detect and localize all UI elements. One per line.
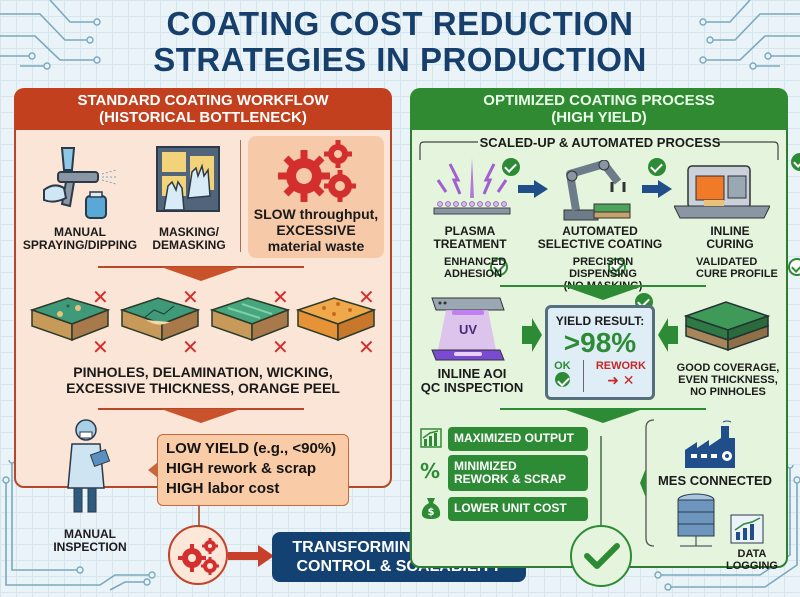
rework-arrow-x-icon: ➜ ✕ bbox=[607, 372, 635, 388]
masking-hands-icon bbox=[156, 146, 220, 212]
factory-icon bbox=[685, 420, 735, 468]
svg-text:✕: ✕ bbox=[358, 335, 375, 359]
database-icon bbox=[677, 493, 715, 547]
masking-label: MASKING/ DEMASKING bbox=[152, 225, 226, 252]
good-coverage-text: GOOD COVERAGE, EVEN THICKNESS, NO PINHOL… bbox=[676, 362, 780, 398]
manual-spraying-label: MANUAL SPRAYING/DIPPING bbox=[22, 225, 138, 252]
standard-header-line-1: STANDARD COATING WORKFLOW bbox=[77, 92, 329, 109]
svg-text:%: % bbox=[420, 459, 440, 483]
robot-arm-icon bbox=[563, 160, 631, 221]
optimized-header-line-2: (HIGH YIELD) bbox=[551, 109, 647, 126]
title-line-2: STRATEGIES IN PRODUCTION bbox=[153, 41, 647, 78]
vertical-divider bbox=[240, 140, 241, 252]
inline-aoi-label: INLINE AOI QC INSPECTION bbox=[420, 366, 524, 395]
outline-check-icon bbox=[788, 258, 800, 276]
aoi-scanner-icon: UV bbox=[431, 297, 505, 361]
yield-result-value: >98% bbox=[563, 327, 637, 358]
check-icon bbox=[502, 158, 520, 176]
mes-bracket bbox=[640, 419, 655, 547]
yield-result-screen: YIELD RESULT: >98% OK REWORK ➜ ✕ bbox=[545, 305, 655, 400]
svg-text:✕: ✕ bbox=[92, 335, 109, 359]
orange-peel-tile-icon bbox=[295, 297, 377, 342]
lower-unit-cost-badge: LOWER UNIT COST bbox=[448, 497, 588, 521]
inline-curing-label: INLINE CURING bbox=[706, 224, 754, 251]
down-arrow-icon bbox=[161, 267, 241, 281]
plasma-treatment-label: PLASMA TREATMENT bbox=[433, 224, 507, 251]
check-icon bbox=[790, 153, 800, 171]
circuit-decoration-bottom-left bbox=[2, 460, 156, 591]
svg-text:✕: ✕ bbox=[182, 288, 199, 309]
slow-throughput-text: SLOW throughput, EXCESSIVE material wast… bbox=[253, 206, 379, 254]
maximized-output-badge: MAXIMIZED OUTPUT bbox=[448, 427, 588, 451]
data-logging-label: DATA LOGGING bbox=[726, 548, 778, 572]
percent-scrap-icon: % bbox=[420, 459, 440, 483]
svg-text:✕: ✕ bbox=[272, 335, 289, 359]
rework-label: REWORK bbox=[595, 360, 646, 372]
standard-header-line-2: (HISTORICAL BOTTLENECK) bbox=[99, 109, 307, 126]
optimized-header-line-1: OPTIMIZED COATING PROCESS bbox=[483, 92, 715, 109]
slow-throughput-box bbox=[248, 136, 384, 258]
down-arrow-icon bbox=[563, 286, 643, 300]
scaled-up-subheader: SCALED-UP & AUTOMATED PROCESS bbox=[479, 135, 721, 150]
svg-text:$: $ bbox=[428, 507, 435, 518]
big-check-icon bbox=[584, 543, 620, 569]
low-yield-callout: LOW YIELD (e.g., <90%) HIGH rework & scr… bbox=[157, 434, 349, 506]
inspector-icon bbox=[67, 419, 111, 513]
arrow-right-green-icon bbox=[522, 318, 542, 352]
outline-check-icon bbox=[607, 258, 626, 276]
svg-text:✕: ✕ bbox=[182, 335, 199, 359]
outline-check-icon bbox=[490, 258, 509, 276]
spray-gun-icon bbox=[43, 147, 118, 219]
validated-cure-benefit: VALIDATED CURE PROFILE bbox=[696, 256, 778, 280]
red-gears-icon bbox=[278, 140, 356, 202]
minimized-rework-badge: MINIMIZED REWORK & SCRAP bbox=[448, 455, 588, 491]
curing-oven-icon bbox=[674, 165, 770, 219]
connector-line bbox=[198, 506, 200, 526]
delamination-tile-icon bbox=[119, 297, 201, 342]
success-check-node bbox=[570, 525, 632, 587]
manual-inspection-label: MANUAL INSPECTION bbox=[53, 527, 127, 554]
pinholes-tile-icon bbox=[29, 297, 111, 342]
data-logging-chart-icon bbox=[730, 514, 764, 544]
plasma-icon bbox=[433, 158, 511, 215]
mes-connected-label: MES CONNECTED bbox=[657, 473, 773, 488]
svg-text:UV: UV bbox=[459, 322, 477, 337]
arrow-left-green-icon bbox=[658, 318, 678, 352]
subheader-bracket bbox=[419, 141, 779, 160]
money-bag-icon: $ bbox=[421, 498, 441, 519]
good-coating-tile-icon bbox=[683, 301, 771, 352]
down-arrow-icon bbox=[563, 409, 643, 423]
svg-text:✕: ✕ bbox=[272, 288, 289, 309]
page-title: COATING COST REDUCTION STRATEGIES IN PRO… bbox=[0, 6, 800, 78]
svg-text:✕: ✕ bbox=[358, 288, 375, 309]
bubble-tail bbox=[148, 462, 158, 478]
connector-line bbox=[600, 436, 602, 526]
chart-up-icon bbox=[420, 428, 442, 448]
standard-workflow-header: STANDARD COATING WORKFLOW (HISTORICAL BO… bbox=[14, 88, 392, 130]
defect-tiles: ✕ ✕ ✕ ✕ ✕ ✕ ✕ ✕ bbox=[29, 288, 377, 359]
yield-result-title: YIELD RESULT: bbox=[555, 314, 645, 328]
title-line-1: COATING COST REDUCTION bbox=[166, 5, 634, 42]
gears-icon bbox=[178, 538, 219, 575]
circuit-decoration-left bbox=[0, 0, 101, 70]
automated-coating-label: AUTOMATED SELECTIVE COATING bbox=[537, 224, 663, 251]
circuit-decoration-right bbox=[699, 0, 800, 70]
down-arrow-icon bbox=[161, 409, 241, 423]
wicking-tile-icon bbox=[209, 297, 291, 342]
arrow-right-blue-icon bbox=[518, 180, 548, 198]
ok-label: OK bbox=[554, 360, 571, 372]
check-icon bbox=[648, 158, 667, 176]
enhanced-adhesion-benefit: ENHANCED ADHESION bbox=[444, 256, 507, 280]
defects-text: PINHOLES, DELAMINATION, WICKING, EXCESSI… bbox=[66, 364, 340, 396]
arrow-right-red-icon bbox=[228, 545, 274, 567]
arrow-right-blue-icon bbox=[642, 180, 672, 198]
svg-text:✕: ✕ bbox=[92, 288, 109, 309]
optimized-process-header: OPTIMIZED COATING PROCESS (HIGH YIELD) bbox=[410, 88, 788, 130]
ok-check-icon bbox=[554, 372, 570, 387]
